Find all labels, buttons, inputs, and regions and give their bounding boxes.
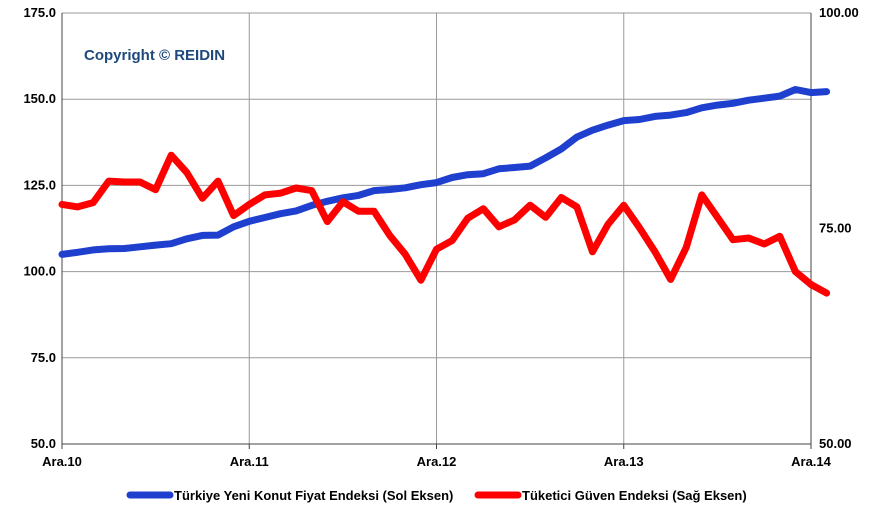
axes [61,13,812,449]
watermark-text: Copyright © REIDIN [84,47,225,64]
legend-label: Türkiye Yeni Konut Fiyat Endeksi (Sol Ek… [174,488,453,503]
x-tick-label: Ara.14 [791,454,832,469]
y-left-tick-label: 75.0 [31,350,56,365]
legend-label: Tüketici Güven Endeksi (Sağ Eksen) [522,488,747,503]
y-right-tick-label: 50.00 [819,436,852,451]
y-left-tick-label: 100.0 [23,264,56,279]
series-line-konut-fiyat [58,86,831,258]
series-lines [58,86,831,297]
tick-labels: 50.0 75.0 100.0 125.0 150.0 175.0 50.00 75.00 10… [23,5,858,469]
watermark-box: Copyright © REIDIN [70,36,244,74]
y-left-tick-label: 175.0 [23,5,56,20]
legend-item: Tüketici Güven Endeksi (Sağ Eksen) [474,488,747,503]
y-right-tick-label: 75.00 [819,221,852,236]
x-tick-label: Ara.10 [42,454,82,469]
x-tick-label: Ara.13 [604,454,644,469]
gridlines [61,12,812,445]
y-left-tick-label: 150.0 [23,91,56,106]
series-line-tuketici-guven [58,151,831,297]
y-right-tick-label: 100.00 [819,5,859,20]
x-tick-label: Ara.12 [417,454,457,469]
legend: Türkiye Yeni Konut Fiyat Endeksi (Sol Ek… [126,488,747,503]
legend-item: Türkiye Yeni Konut Fiyat Endeksi (Sol Ek… [126,488,453,503]
y-left-tick-label: 125.0 [23,177,56,192]
y-left-tick-label: 50.0 [31,436,56,451]
x-tick-label: Ara.11 [230,454,269,469]
